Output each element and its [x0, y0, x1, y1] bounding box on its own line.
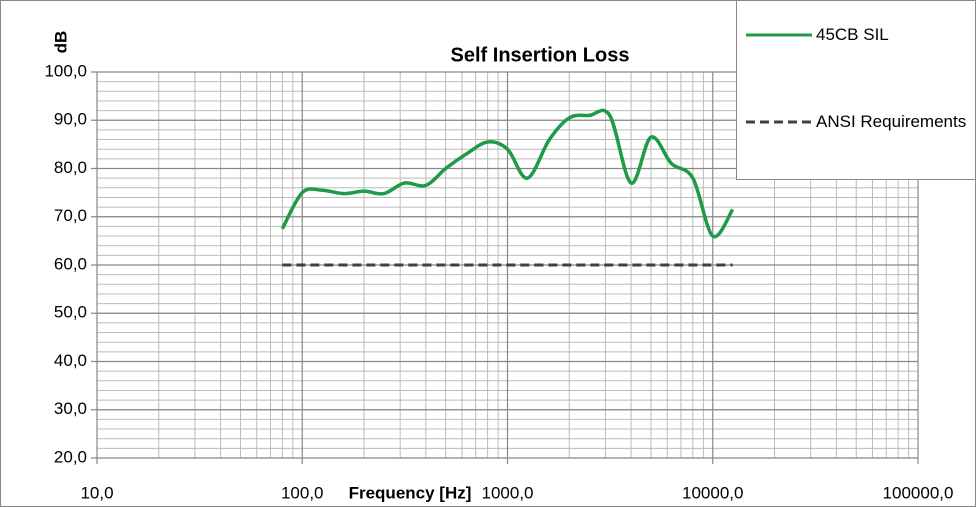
x-tick-label: 100,0 [281, 483, 324, 502]
x-tick-label: 10000,0 [682, 483, 743, 502]
y-tick-label: 40,0 [54, 351, 87, 370]
legend-label: ANSI Requirements [816, 112, 967, 131]
y-tick-label: 90,0 [54, 110, 87, 129]
chart-title: Self Insertion Loss [451, 44, 630, 66]
legend-box [736, 0, 976, 180]
y-tick-label: 60,0 [54, 254, 87, 273]
x-tick-label: 100000,0 [883, 483, 954, 502]
y-tick-label: 20,0 [54, 447, 87, 466]
series-line [280, 108, 735, 239]
x-tick-label: 1000,0 [482, 483, 534, 502]
legend-label: 45CB SIL [816, 25, 889, 44]
y-tick-label: 70,0 [54, 206, 87, 225]
grid [91, 71, 919, 464]
x-tick-label: 10,0 [80, 483, 113, 502]
y-tick-label: 30,0 [54, 399, 87, 418]
legend [746, 33, 812, 124]
y-axis-label: dB [51, 31, 70, 54]
y-tick-label: 80,0 [54, 158, 87, 177]
x-axis-label: Frequency [Hz] [349, 483, 472, 502]
y-tick-label: 50,0 [54, 303, 87, 322]
y-tick-label: 100,0 [44, 61, 87, 80]
marks [280, 108, 735, 267]
